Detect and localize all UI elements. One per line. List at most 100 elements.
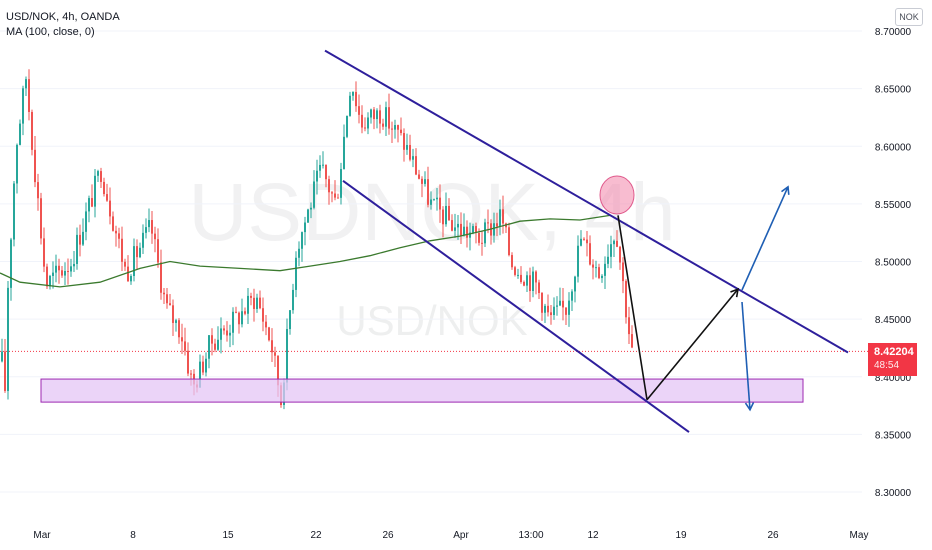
candle-body xyxy=(301,232,303,249)
candle-body xyxy=(13,183,15,240)
candle-body xyxy=(157,239,159,263)
candle-body xyxy=(358,106,360,115)
candle-body xyxy=(19,123,21,145)
candle-body xyxy=(241,311,243,325)
price-tick-label: 8.30000 xyxy=(875,488,912,499)
candlestick-series xyxy=(1,69,633,410)
candle-body xyxy=(190,373,192,375)
candle-body xyxy=(610,244,612,257)
candle-body xyxy=(124,261,126,267)
channel-upper-line[interactable] xyxy=(324,49,849,354)
candle-body xyxy=(145,227,147,233)
candle-body xyxy=(307,209,309,223)
bar-countdown: 48:54 xyxy=(874,360,900,371)
support-zone[interactable] xyxy=(40,378,804,403)
candle-body xyxy=(421,178,423,184)
candle-body xyxy=(172,305,174,323)
bullish-scenario-arrow[interactable] xyxy=(741,185,790,291)
candle-body xyxy=(277,355,279,386)
time-axis[interactable]: Mar 8 15 22 26 Apr 13:00 12 19 26 May xyxy=(33,530,868,541)
candle-body xyxy=(169,303,171,306)
candle-body xyxy=(517,274,519,276)
candle-body xyxy=(328,179,330,193)
indicator-legend[interactable]: MA (100, close, 0) xyxy=(6,26,95,38)
candle-body xyxy=(535,271,537,283)
candle-body xyxy=(106,194,108,201)
candle-body xyxy=(1,351,3,362)
touch-highlight-circle[interactable] xyxy=(599,175,635,215)
candle-body xyxy=(31,111,33,150)
price-axis[interactable]: 8.70000 8.65000 8.60000 8.55000 8.50000 8.450… xyxy=(875,27,912,499)
projected-drop-line[interactable] xyxy=(617,215,648,400)
watermark-ticker: USDNOK, 4h xyxy=(188,167,676,258)
candle-body xyxy=(253,297,255,309)
candle-body xyxy=(52,272,54,276)
currency-button[interactable]: NOK xyxy=(895,8,923,26)
symbol-title[interactable]: USD/NOK, 4h, OANDA xyxy=(6,11,120,23)
candle-body xyxy=(121,238,123,262)
price-tick-label: 8.55000 xyxy=(875,200,912,211)
symbol-watermark: USDNOK, 4h USD/NOK xyxy=(188,167,676,344)
candle-body xyxy=(127,266,129,282)
time-tick-label: Apr xyxy=(453,530,469,541)
candle-body xyxy=(439,197,441,210)
candle-body xyxy=(58,265,60,271)
candle-body xyxy=(262,308,264,322)
bearish-scenario-arrow[interactable] xyxy=(741,301,755,412)
candle-body xyxy=(526,275,528,286)
candle-body xyxy=(466,226,468,238)
candle-body xyxy=(508,227,510,256)
candle-body xyxy=(499,209,501,227)
candle-body xyxy=(322,164,324,166)
last-price-tag: 8.42204 48:54 xyxy=(868,343,917,376)
candle-body xyxy=(133,246,135,277)
candle-body xyxy=(211,335,213,344)
candle-body xyxy=(85,211,87,232)
candle-body xyxy=(514,267,516,275)
drawings[interactable] xyxy=(0,49,868,433)
candle-body xyxy=(184,341,186,351)
candle-body xyxy=(118,233,120,239)
candle-body xyxy=(109,200,111,217)
candle-body xyxy=(595,267,597,269)
candle-body xyxy=(571,291,573,301)
candle-body xyxy=(454,227,456,231)
candle-body xyxy=(268,327,270,341)
candle-body xyxy=(76,234,78,264)
candle-body xyxy=(139,247,141,258)
time-tick-label: 26 xyxy=(767,530,779,541)
candle-body xyxy=(289,310,291,330)
candle-body xyxy=(70,266,72,272)
channel-lower-line[interactable] xyxy=(342,180,690,433)
candle-body xyxy=(91,198,93,207)
candle-body xyxy=(103,181,105,195)
candle-body xyxy=(547,305,549,313)
candle-body xyxy=(4,351,6,391)
candle-body xyxy=(361,114,363,128)
candle-body xyxy=(175,320,177,323)
candle-body xyxy=(583,238,585,240)
candle-body xyxy=(220,328,222,340)
candle-body xyxy=(544,305,546,313)
projected-rally-arrow[interactable] xyxy=(646,287,740,401)
candle-body xyxy=(403,133,405,150)
candle-body xyxy=(130,276,132,282)
candle-body xyxy=(238,312,240,325)
candle-body xyxy=(367,117,369,129)
candle-body xyxy=(223,328,225,331)
candle-body xyxy=(364,127,366,129)
candle-body xyxy=(565,307,567,315)
candle-body xyxy=(394,125,396,130)
candle-body xyxy=(79,234,81,245)
candle-body xyxy=(226,330,228,336)
candle-body xyxy=(457,223,459,228)
candle-body xyxy=(463,226,465,236)
time-tick-label: 15 xyxy=(222,530,234,541)
candle-body xyxy=(25,79,27,89)
candle-body xyxy=(250,295,252,298)
candle-body xyxy=(433,199,435,201)
candle-body xyxy=(430,199,432,205)
ma-line xyxy=(0,214,611,288)
